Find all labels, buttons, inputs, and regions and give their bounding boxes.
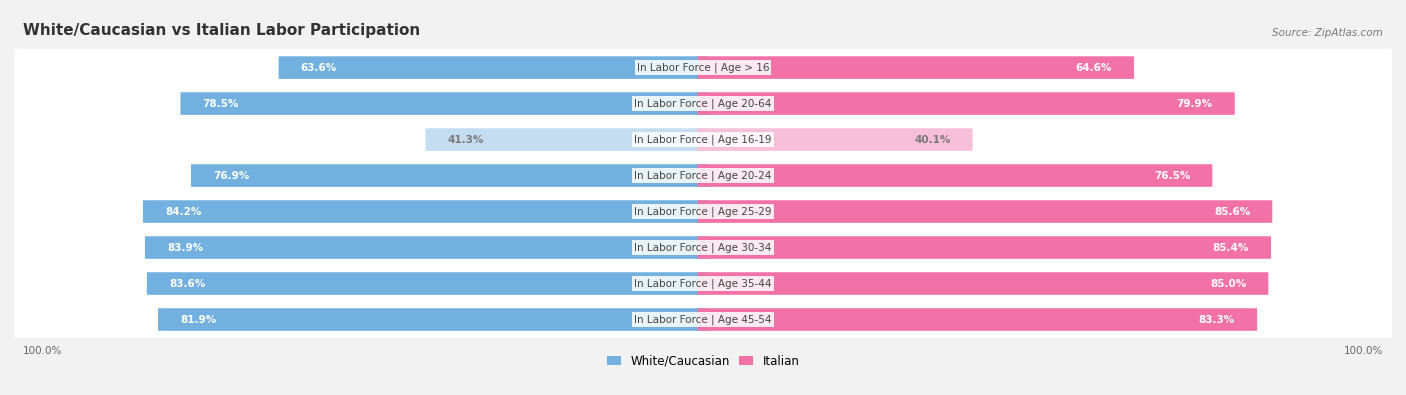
FancyBboxPatch shape (13, 85, 1393, 122)
FancyBboxPatch shape (13, 157, 1393, 194)
FancyBboxPatch shape (13, 229, 1393, 266)
Text: In Labor Force | Age 25-29: In Labor Force | Age 25-29 (634, 206, 772, 217)
Text: Source: ZipAtlas.com: Source: ZipAtlas.com (1272, 28, 1384, 38)
FancyBboxPatch shape (697, 92, 1234, 115)
FancyBboxPatch shape (697, 272, 1268, 295)
Text: 78.5%: 78.5% (202, 99, 239, 109)
FancyBboxPatch shape (146, 272, 709, 295)
FancyBboxPatch shape (697, 128, 973, 151)
FancyBboxPatch shape (13, 265, 1393, 302)
Text: 76.9%: 76.9% (214, 171, 249, 181)
FancyBboxPatch shape (13, 193, 1393, 230)
FancyBboxPatch shape (191, 164, 709, 187)
FancyBboxPatch shape (697, 236, 1271, 259)
FancyBboxPatch shape (13, 121, 1393, 158)
Text: 41.3%: 41.3% (447, 135, 484, 145)
FancyBboxPatch shape (697, 308, 1257, 331)
FancyBboxPatch shape (426, 128, 709, 151)
Text: 79.9%: 79.9% (1177, 99, 1213, 109)
FancyBboxPatch shape (145, 236, 709, 259)
FancyBboxPatch shape (157, 308, 709, 331)
FancyBboxPatch shape (278, 56, 709, 79)
Text: 40.1%: 40.1% (914, 135, 950, 145)
Text: 100.0%: 100.0% (1344, 346, 1384, 356)
Text: 85.0%: 85.0% (1211, 278, 1246, 288)
Text: In Labor Force | Age 20-24: In Labor Force | Age 20-24 (634, 170, 772, 181)
Text: In Labor Force | Age 20-64: In Labor Force | Age 20-64 (634, 98, 772, 109)
Text: In Labor Force | Age 35-44: In Labor Force | Age 35-44 (634, 278, 772, 289)
Text: 85.6%: 85.6% (1213, 207, 1250, 216)
Legend: White/Caucasian, Italian: White/Caucasian, Italian (602, 350, 804, 372)
FancyBboxPatch shape (697, 56, 1135, 79)
Text: In Labor Force | Age 30-34: In Labor Force | Age 30-34 (634, 242, 772, 253)
Text: 85.4%: 85.4% (1212, 243, 1249, 252)
Text: In Labor Force | Age > 16: In Labor Force | Age > 16 (637, 62, 769, 73)
Text: 81.9%: 81.9% (180, 314, 217, 325)
FancyBboxPatch shape (143, 200, 709, 223)
Text: 83.9%: 83.9% (167, 243, 202, 252)
FancyBboxPatch shape (180, 92, 709, 115)
FancyBboxPatch shape (697, 200, 1272, 223)
Text: 84.2%: 84.2% (165, 207, 201, 216)
Text: 83.6%: 83.6% (169, 278, 205, 288)
FancyBboxPatch shape (13, 49, 1393, 86)
Text: 76.5%: 76.5% (1154, 171, 1191, 181)
Text: White/Caucasian vs Italian Labor Participation: White/Caucasian vs Italian Labor Partici… (22, 23, 420, 38)
FancyBboxPatch shape (13, 301, 1393, 338)
Text: 100.0%: 100.0% (22, 346, 62, 356)
Text: 83.3%: 83.3% (1199, 314, 1234, 325)
FancyBboxPatch shape (697, 164, 1212, 187)
Text: 63.6%: 63.6% (301, 62, 337, 73)
Text: In Labor Force | Age 16-19: In Labor Force | Age 16-19 (634, 134, 772, 145)
Text: In Labor Force | Age 45-54: In Labor Force | Age 45-54 (634, 314, 772, 325)
Text: 64.6%: 64.6% (1076, 62, 1112, 73)
